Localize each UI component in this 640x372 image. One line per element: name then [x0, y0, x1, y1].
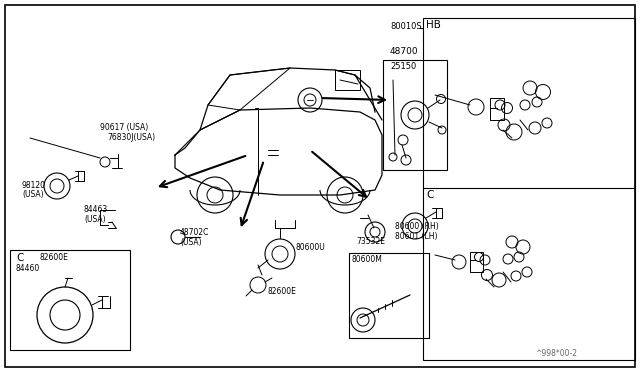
Bar [349, 253, 429, 338]
Bar [490, 98, 504, 120]
Text: 98120: 98120 [22, 181, 46, 190]
Text: 80010S: 80010S [390, 22, 422, 31]
Text: C: C [16, 253, 24, 263]
Text: 80600M: 80600M [352, 255, 383, 264]
Text: C: C [426, 190, 433, 200]
Text: (USA): (USA) [180, 238, 202, 247]
Bar [10, 250, 130, 350]
Text: 80600U: 80600U [296, 243, 326, 252]
Text: 90617 (USA): 90617 (USA) [100, 123, 148, 132]
Text: 73532E: 73532E [356, 237, 385, 246]
Text: 82600E: 82600E [40, 253, 69, 262]
Text: 48702C: 48702C [180, 228, 209, 237]
Text: 80600 (RH): 80600 (RH) [395, 222, 439, 231]
Bar [470, 252, 483, 272]
Text: (USA): (USA) [22, 190, 44, 199]
Text: 84460: 84460 [16, 264, 40, 273]
Text: 80601 (LH): 80601 (LH) [395, 232, 438, 241]
Text: 76830J(USA): 76830J(USA) [107, 133, 155, 142]
Text: ^998*00-2: ^998*00-2 [535, 349, 577, 358]
Text: HB: HB [426, 20, 441, 30]
Text: 48700: 48700 [390, 47, 419, 56]
Bar [383, 60, 447, 170]
Text: 82600E: 82600E [268, 287, 297, 296]
Text: 25150: 25150 [390, 62, 416, 71]
Bar [423, 18, 635, 360]
Text: (USA): (USA) [84, 215, 106, 224]
Bar [335, 70, 360, 90]
Text: 84463: 84463 [84, 205, 108, 214]
